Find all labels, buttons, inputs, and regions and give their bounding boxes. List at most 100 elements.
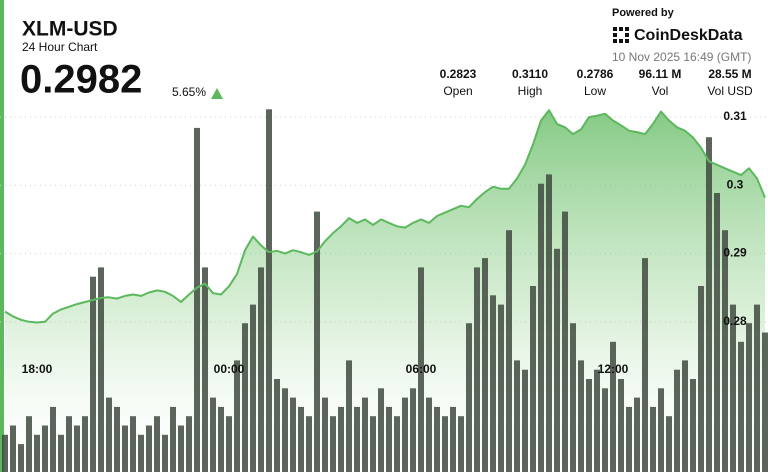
- volume-bar: [282, 388, 288, 472]
- volume-bar: [266, 109, 272, 472]
- volume-bar: [186, 416, 192, 472]
- volume-bar: [338, 406, 344, 472]
- stat-value: 28.55 M: [708, 67, 751, 81]
- volume-bar: [26, 416, 32, 472]
- volume-bar: [82, 416, 88, 472]
- volume-bar: [202, 267, 208, 472]
- stat-label: Vol: [652, 84, 669, 98]
- volume-bar: [274, 379, 280, 472]
- volume-bar: [610, 341, 616, 472]
- volume-bar: [762, 332, 768, 472]
- volume-bar: [602, 388, 608, 472]
- volume-bar: [306, 416, 312, 472]
- volume-bar: [42, 425, 48, 472]
- volume-bar: [106, 397, 112, 472]
- volume-bar: [706, 137, 712, 472]
- volume-bar: [290, 397, 296, 472]
- volume-bar: [138, 434, 144, 472]
- volume-bar: [74, 425, 80, 472]
- volume-bar: [634, 397, 640, 472]
- y-tick-label: 0.3: [727, 177, 744, 191]
- price-line: [4, 109, 766, 324]
- volume-bar: [474, 267, 480, 472]
- volume-bar: [242, 323, 248, 472]
- volume-bar: [314, 211, 320, 472]
- volume-bar: [114, 406, 120, 472]
- volume-bar: [402, 397, 408, 472]
- volume-bar: [58, 434, 64, 472]
- volume-bar: [130, 416, 136, 472]
- volume-bar: [154, 416, 160, 472]
- volume-bar: [730, 304, 736, 472]
- volume-bar: [690, 379, 696, 472]
- stat-value: 0.2823: [440, 67, 477, 81]
- volume-bar: [754, 304, 760, 472]
- x-tick-label: 18:00: [22, 362, 53, 376]
- logo-icon: [613, 27, 629, 43]
- volume-bar: [234, 360, 240, 472]
- volume-bar: [658, 388, 664, 472]
- stat-value: 96.11 M: [639, 67, 682, 81]
- volume-bar: [674, 369, 680, 472]
- x-tick-label: 12:00: [598, 362, 629, 376]
- volume-bar: [50, 406, 56, 472]
- volume-bar: [514, 360, 520, 472]
- volume-bar: [98, 267, 104, 472]
- volume-bar: [578, 360, 584, 472]
- volume-bar: [490, 295, 496, 472]
- volume-bar: [370, 416, 376, 472]
- volume-bar: [426, 397, 432, 472]
- volume-bar: [330, 416, 336, 472]
- volume-bar: [250, 304, 256, 472]
- volume-bar: [722, 230, 728, 472]
- volume-bar: [354, 406, 360, 472]
- volume-bar: [682, 360, 688, 472]
- powered-by: Powered by: [612, 7, 675, 19]
- brand: CoinDeskData: [634, 27, 743, 44]
- volume-bar: [626, 406, 632, 472]
- volume-bar: [298, 406, 304, 472]
- y-tick-label: 0.29: [723, 246, 747, 260]
- volume-bar: [586, 379, 592, 472]
- volume-bar: [666, 416, 672, 472]
- volume-bar: [178, 425, 184, 472]
- volume-bar: [538, 183, 544, 472]
- volume-bar: [170, 406, 176, 472]
- volume-bar: [146, 425, 152, 472]
- x-tick-label: 00:00: [214, 362, 245, 376]
- volume-bar: [698, 286, 704, 472]
- volume-bar: [18, 444, 24, 472]
- price: 0.2982: [20, 58, 142, 102]
- stat-label: High: [518, 84, 543, 98]
- volume-bar: [530, 286, 536, 472]
- stat-value: 0.2786: [577, 67, 614, 81]
- volume-bar: [554, 248, 560, 472]
- volume-bar: [218, 406, 224, 472]
- volume-bar: [618, 379, 624, 472]
- volume-bar: [2, 434, 8, 472]
- volume-bar: [738, 341, 744, 472]
- subtitle: 24 Hour Chart: [22, 40, 98, 54]
- volume-bar: [570, 323, 576, 472]
- volume-bar: [210, 397, 216, 472]
- volume-bar: [362, 397, 368, 472]
- stat-label: Open: [443, 84, 472, 98]
- plot: 0.31 0.3 0.29 0.28 18:00 00:00 06:00 12:00: [0, 109, 768, 472]
- stat-value: 0.3110: [512, 67, 548, 81]
- volume-bar: [34, 434, 40, 472]
- volume-bar: [386, 406, 392, 472]
- change-percent: 5.65%: [172, 85, 206, 99]
- volume-bar: [258, 267, 264, 472]
- overlay: XLM-USD 24 Hour Chart 0.2982 5.65% Power…: [20, 7, 753, 102]
- volume-bar: [66, 416, 72, 472]
- volume-bar: [498, 304, 504, 472]
- volume-bar: [346, 360, 352, 472]
- volume-bar: [122, 425, 128, 472]
- volume-bar: [194, 127, 200, 472]
- volume-bar: [162, 434, 168, 472]
- volume-bar: [546, 174, 552, 472]
- volume-bar: [594, 369, 600, 472]
- volume-bar: [378, 388, 384, 472]
